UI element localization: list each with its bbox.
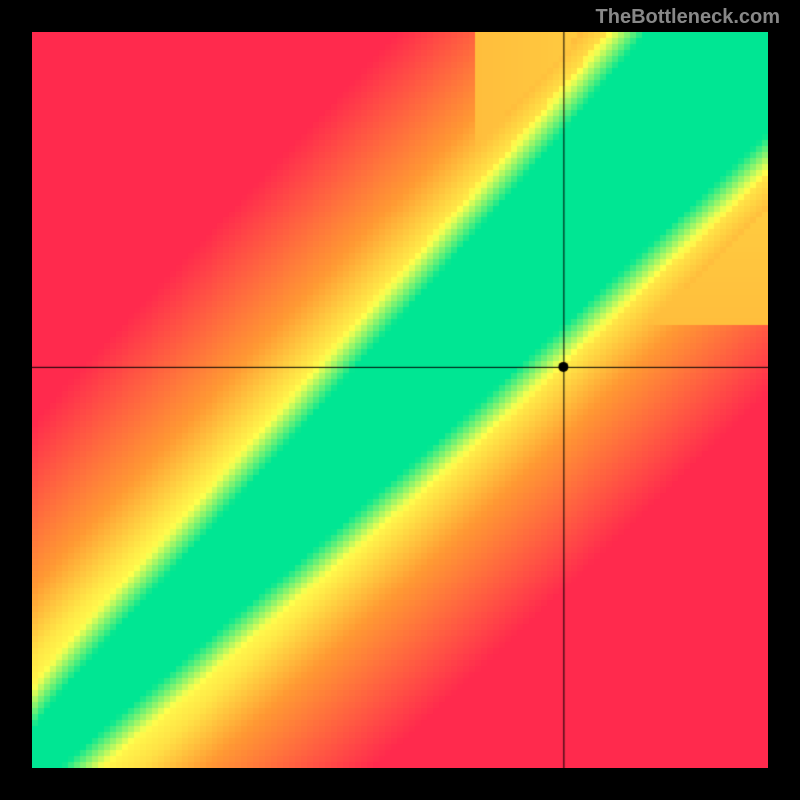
heatmap-plot — [32, 32, 768, 768]
heatmap-canvas — [32, 32, 768, 768]
chart-container: TheBottleneck.com — [0, 0, 800, 800]
watermark-text: TheBottleneck.com — [596, 6, 780, 29]
